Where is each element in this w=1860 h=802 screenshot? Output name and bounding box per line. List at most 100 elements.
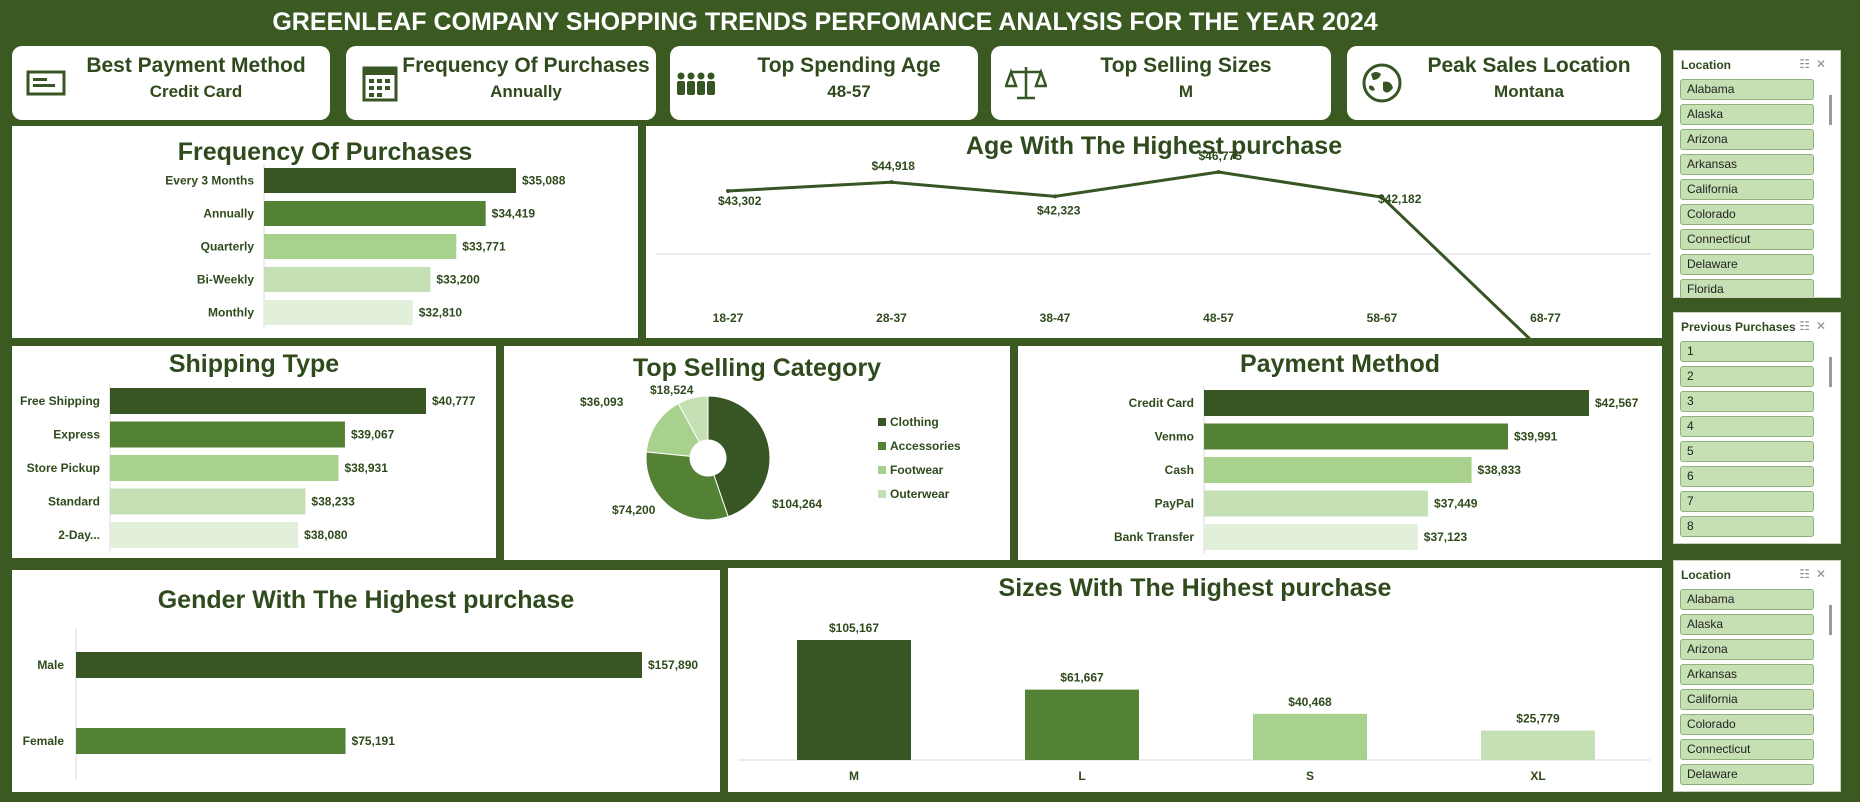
slicer-item[interactable]: 4 [1680,416,1814,437]
data-label: $42,323 [1037,203,1081,217]
data-label: $39,991 [1514,430,1558,444]
slicer-item[interactable]: California [1680,179,1814,200]
bar [1204,390,1589,416]
pie-slice [677,395,709,443]
category-label: Standard [48,495,100,509]
shipping-bar-chart: Free Shipping $40,777 Express $39,067 Store … [20,384,476,552]
category-label: Free Shipping [20,394,100,408]
slicer-item[interactable]: Alaska [1680,614,1814,635]
data-label: $39,067 [351,428,395,442]
slicer-item[interactable]: Arizona [1680,129,1814,150]
chart-title: Frequency Of Purchases [177,138,473,166]
slicer-filter-buttons[interactable]: ☷✕ [1799,567,1832,581]
slicer-scrollbar[interactable] [1829,357,1832,387]
kpi-value: Montana [1494,82,1564,101]
data-point [1053,194,1057,199]
pie-slice [645,451,729,521]
bar [110,421,345,448]
tick-label: 18-27 [713,311,744,325]
category-label: Every 3 Months [165,174,254,188]
slicer-scrollbar[interactable] [1829,95,1832,125]
slicer-item[interactable]: 2 [1680,366,1814,387]
calendar-icon [362,66,398,102]
slicer-item[interactable]: 7 [1680,491,1814,512]
slicer-scrollbar[interactable] [1829,605,1832,635]
category-label: Credit Card [1129,396,1194,410]
previous-purchases-slicer[interactable]: Previous Purchases ☷✕ 1 2 3 4 5 6 7 8 [1673,312,1841,544]
slicer-item[interactable]: Florida [1680,279,1814,297]
slicer-item[interactable]: Alabama [1680,589,1814,610]
frequency-bar-chart: Every 3 Months $35,088 Annually $34,419 Quar… [165,164,566,329]
slicer-item[interactable]: Colorado [1680,714,1814,735]
slicer-item[interactable]: Alabama [1680,79,1814,100]
gender-chart: Gender With The Highest purchase Male $15… [12,570,720,792]
bar [264,234,457,259]
kpi-card-age: Top Spending Age 48-57 [670,46,978,120]
data-label: $37,449 [1434,497,1478,511]
category-chart: Top Selling Category $104,264 Clothing $74… [504,346,1010,560]
legend-label: Outerwear [890,487,950,501]
data-label: $37,123 [1424,530,1468,544]
shipping-chart: Shipping Type Free Shipping $40,777 Expres… [12,346,496,558]
slicer-item[interactable]: 5 [1680,441,1814,462]
slicer-item[interactable]: Delaware [1680,254,1814,275]
slicer-item[interactable]: Colorado [1680,204,1814,225]
legend-label: Footwear [890,463,944,477]
slicer-item[interactable]: 8 [1680,516,1814,537]
category-label: Cash [1165,463,1194,477]
slicer-item[interactable]: Alaska [1680,104,1814,125]
kpi-value: Annually [490,82,562,101]
data-point [726,189,730,194]
slicer-item[interactable]: Arizona [1680,639,1814,660]
chart-title: Shipping Type [168,350,340,378]
legend-swatch [878,466,886,474]
category-label: Quarterly [201,240,255,254]
data-label: $157,890 [648,658,698,672]
data-label: $32,810 [419,306,463,320]
data-point [1216,170,1221,174]
category-label: Female [23,734,65,748]
bar [76,728,346,754]
kpi-title: Top Spending Age [757,54,941,77]
age-chart: Age With The Highest purchase $43,302 18-… [646,126,1662,338]
category-label: Male [37,658,64,672]
tick-label: M [849,769,859,783]
location-slicer-2[interactable]: Location ☷✕ Alabama Alaska Arizona Arkansas… [1673,560,1841,792]
slicer-filter-buttons[interactable]: ☷✕ [1799,57,1832,71]
globe-icon [1362,63,1402,103]
kpi-card-frequency: Frequency Of Purchases Annually [346,46,656,120]
data-label: $25,779 [1516,712,1560,726]
slicer-filter-buttons[interactable]: ☷✕ [1799,319,1832,333]
location-slicer[interactable]: Location ☷✕ Alabama Alaska Arizona Arkansas… [1673,50,1841,298]
data-point [889,180,894,185]
data-label: $40,468 [1288,695,1332,709]
kpi-title: Peak Sales Location [1427,54,1631,77]
slicer-item[interactable]: Connecticut [1680,739,1814,760]
data-label: $75,191 [352,734,396,748]
tick-label: 38-47 [1040,311,1071,325]
kpi-value: 48-57 [827,82,871,101]
legend-swatch [878,442,886,450]
category-label: 2-Day... [58,528,100,542]
category-pie-chart: $104,264 Clothing $74,200 Accessories $36,09… [580,383,961,521]
slicer-item[interactable]: 1 [1680,341,1814,362]
category-label: Venmo [1155,430,1194,444]
bar [1253,713,1367,760]
legend-swatch [878,490,886,498]
slicer-item[interactable]: California [1680,689,1814,710]
slicer-item[interactable]: Arkansas [1680,154,1814,175]
slicer-item[interactable]: Arkansas [1680,664,1814,685]
bar [76,652,642,678]
data-label: $46,775 [1199,149,1243,163]
slicer-item[interactable]: 3 [1680,391,1814,412]
chart-title: Gender With The Highest purchase [157,586,575,614]
bar [110,488,306,515]
slicer-item[interactable]: 6 [1680,466,1814,487]
category-label: Express [53,428,100,442]
category-label: Bank Transfer [1114,530,1194,544]
gender-bar-chart: Male $157,890 Female $75,191 [23,628,698,780]
slicer-item[interactable]: Connecticut [1680,229,1814,250]
category-label: Annually [203,207,254,221]
slicer-item[interactable]: Delaware [1680,764,1814,785]
kpi-title: Top Selling Sizes [1100,54,1272,77]
